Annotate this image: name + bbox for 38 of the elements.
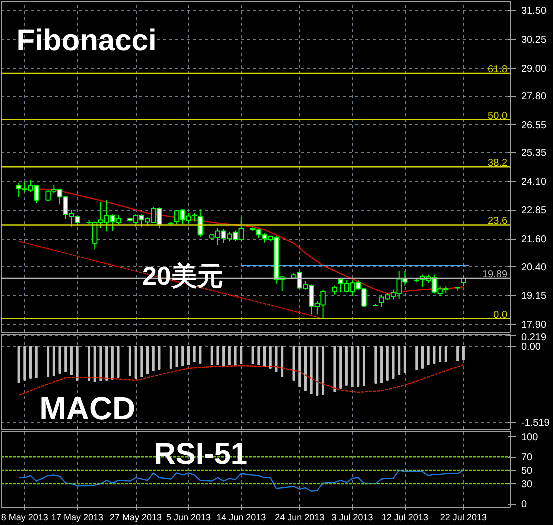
y-tick-label: 24.10 [522, 176, 547, 188]
y-tick-label: 21.60 [522, 234, 547, 246]
x-tick-label: 17 May 2013 [52, 512, 104, 522]
x-tick-label: 5 Jun 2013 [166, 512, 211, 522]
line-series [18, 364, 464, 396]
y-tick-label: 22.85 [522, 206, 547, 217]
y-tick-label: 0 [522, 500, 528, 511]
text: Fibonacci [16, 24, 157, 58]
x-tick-label: 14 Jun 2013 [216, 512, 266, 522]
annotation: 23.6 [488, 216, 508, 228]
x-tick-label: 3 Jul 2013 [332, 512, 374, 522]
y-tick-label: 30 [522, 479, 534, 490]
annotation: 61.8 [488, 64, 508, 76]
x-tick-label: 8 May 2013 [1, 512, 48, 522]
x-tick-label: 27 May 2013 [110, 512, 162, 522]
y-tick-label: 31.50 [522, 6, 547, 18]
y-tick-label: 17.90 [522, 320, 547, 331]
y-tick-label: 25.35 [522, 148, 547, 160]
y-tick-label: 19.15 [522, 291, 547, 302]
y-tick-label: 70 [522, 452, 534, 464]
x-tick-label: 24 Jun 2013 [275, 512, 325, 522]
annotation: 0.0 [494, 310, 508, 321]
ref-line-label: 19.89 [482, 270, 508, 281]
y-tick-label: 20.40 [522, 262, 547, 274]
y-tick-label: 100 [522, 432, 539, 444]
y-tick-label: -1.519 [522, 418, 550, 429]
y-tick-label: 0.219 [522, 332, 547, 344]
y-tick-label: 50 [522, 466, 534, 478]
text: MACD [40, 390, 136, 427]
y-tick-label: 27.80 [522, 92, 547, 103]
y-tick-label: 0.00 [522, 342, 542, 353]
y-tick-label: 29.00 [522, 64, 547, 75]
y-tick-label: 30.25 [522, 35, 547, 46]
x-tick-label: 22 Jul 2013 [440, 512, 487, 522]
x-tick-label: 12 Jul 2013 [382, 512, 428, 522]
line-series [18, 470, 464, 492]
y-tick-label: 26.55 [522, 120, 547, 132]
annotation: 38.2 [488, 158, 508, 170]
